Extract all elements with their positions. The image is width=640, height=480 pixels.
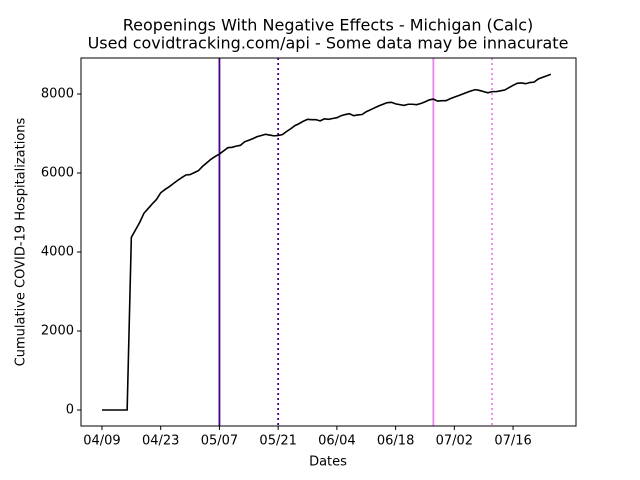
x-tick-label: 04/23 bbox=[142, 434, 179, 449]
data-line bbox=[101, 73, 552, 411]
y-tick-label: 8000 bbox=[41, 86, 74, 101]
x-tick-label: 07/16 bbox=[494, 434, 531, 449]
x-tick-label: 04/09 bbox=[83, 434, 120, 449]
x-tick-label: 07/02 bbox=[436, 434, 473, 449]
chart-title: Reopenings With Negative Effects - Michi… bbox=[123, 16, 534, 35]
x-tick-label: 05/07 bbox=[201, 434, 238, 449]
y-tick-label: 4000 bbox=[41, 244, 74, 259]
y-axis-label: Cumulative COVID-19 Hospitalizations bbox=[14, 117, 29, 366]
chart-subtitle: Used covidtracking.com/api - Some data m… bbox=[88, 34, 569, 53]
x-axis-label: Dates bbox=[309, 455, 347, 470]
x-tick-label: 05/21 bbox=[259, 434, 296, 449]
x-tick-label: 06/18 bbox=[377, 434, 414, 449]
plot-frame bbox=[80, 57, 577, 427]
y-tick-label: 2000 bbox=[41, 323, 74, 338]
y-tick-label: 0 bbox=[66, 403, 74, 418]
y-tick-label: 6000 bbox=[41, 165, 74, 180]
x-tick-label: 06/04 bbox=[318, 434, 355, 449]
